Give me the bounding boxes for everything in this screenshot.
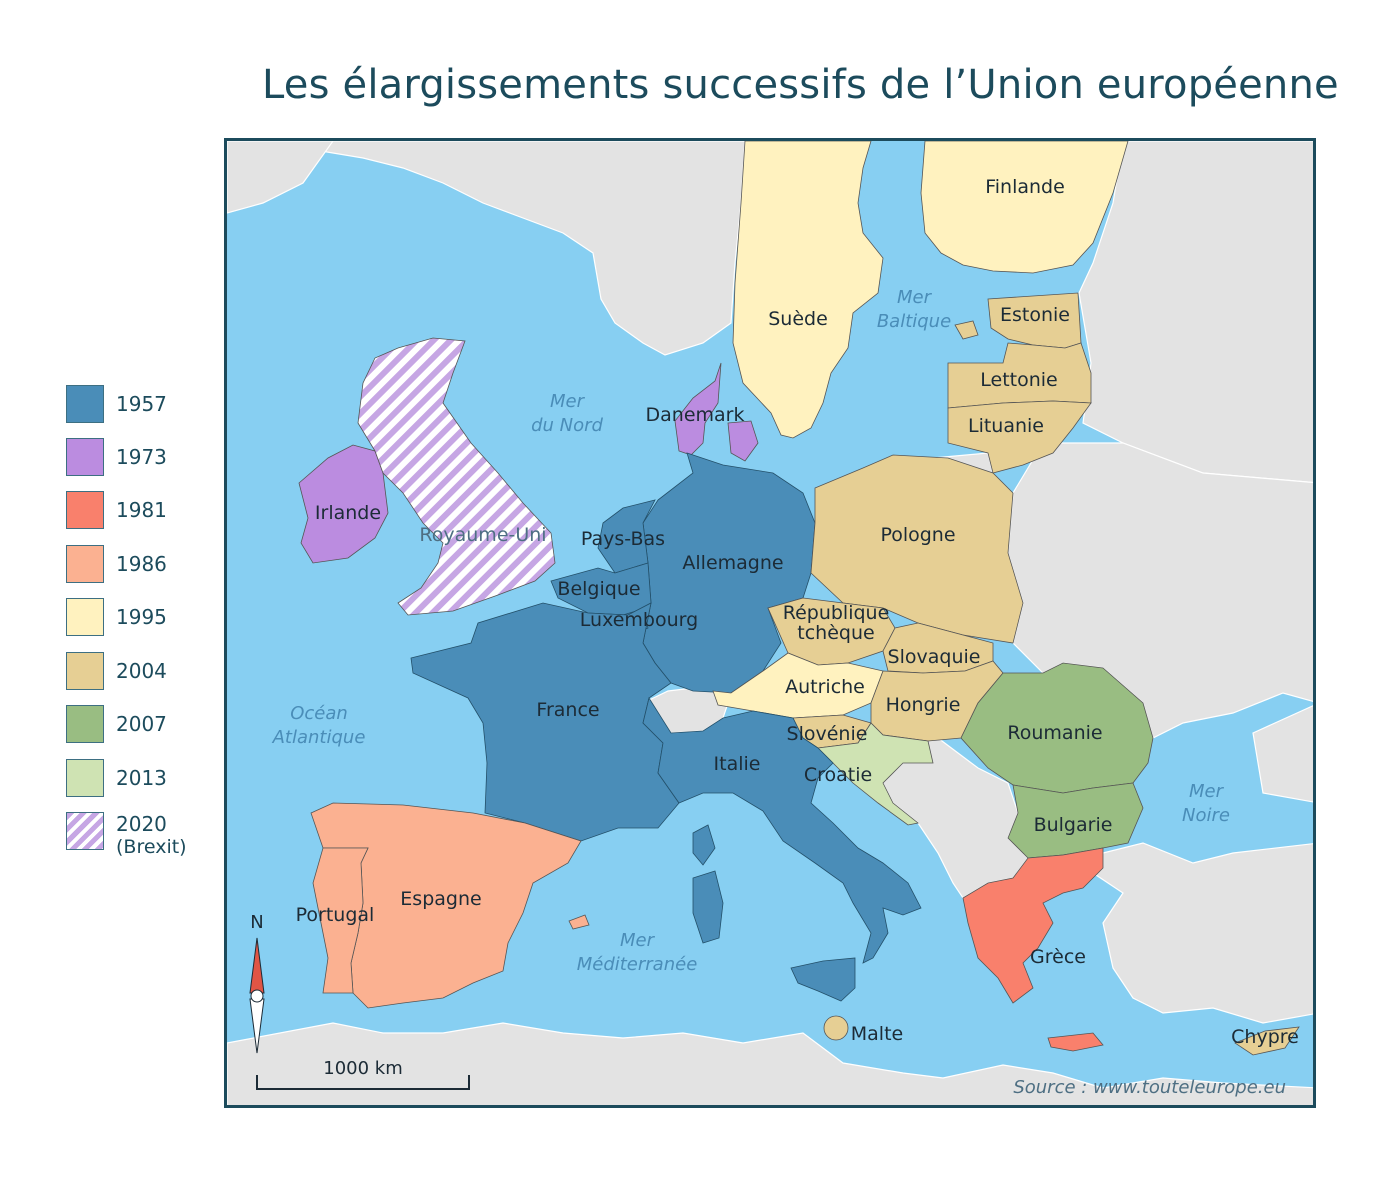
label-espagne: Espagne (400, 888, 481, 910)
legend-item-2007: 2007 (66, 705, 236, 749)
legend-label-2004: 2004 (116, 659, 167, 683)
legend-label-2020: 2020 (116, 812, 167, 836)
legend-item-2020: 2020 (Brexit) (66, 812, 236, 870)
label-grece: Grèce (1030, 946, 1086, 968)
label-lettonie: Lettonie (980, 369, 1057, 391)
legend-label-1973: 1973 (116, 445, 167, 469)
legend-label-1981: 1981 (116, 498, 167, 522)
legend-swatch-2007 (66, 705, 104, 743)
label-mer-du-nord-line1: Mer (550, 391, 586, 412)
label-chypre: Chypre (1231, 1026, 1299, 1048)
legend-swatch-1986 (66, 545, 104, 583)
label-mer-mediterranee-line1: Mer (620, 930, 656, 951)
label-italie: Italie (714, 753, 761, 775)
legend-item-2013: 2013 (66, 759, 236, 803)
label-danemark: Danemark (646, 404, 745, 426)
legend-swatch-1973 (66, 438, 104, 476)
label-mer-du-nord-line2: du Nord (531, 415, 603, 436)
compass-north-label: N (250, 912, 263, 933)
scale-label: 1000 km (323, 1058, 403, 1079)
legend-item-1995: 1995 (66, 598, 236, 642)
label-roumanie: Roumanie (1007, 722, 1102, 744)
label-republique-tcheque-line2: tchèque (797, 622, 874, 644)
label-royaume-uni: Royaume-Uni (419, 524, 546, 546)
legend-swatch-2020-hatch (66, 812, 104, 850)
label-hongrie: Hongrie (886, 694, 961, 716)
label-finlande: Finlande (985, 176, 1065, 198)
label-allemagne: Allemagne (682, 552, 783, 574)
legend-swatch-2013 (66, 759, 104, 797)
legend-label-1995: 1995 (116, 605, 167, 629)
label-portugal: Portugal (296, 904, 375, 926)
label-republique-tcheque-line1: République (783, 602, 890, 624)
legend-label-2007: 2007 (116, 712, 167, 736)
legend-swatch-1957 (66, 385, 104, 423)
source-credit: Source : www.touteleurope.eu (1013, 1077, 1286, 1098)
country-malte (824, 1016, 848, 1040)
label-estonie: Estonie (1000, 304, 1070, 326)
label-irlande: Irlande (315, 502, 381, 524)
label-mer-noire-line1: Mer (1189, 781, 1225, 802)
label-slovenie: Slovénie (787, 723, 868, 745)
label-suede: Suède (768, 308, 828, 330)
label-mer-mediterranee-line2: Méditerranée (577, 954, 698, 975)
label-bulgarie: Bulgarie (1034, 814, 1113, 836)
label-malte: Malte (851, 1023, 903, 1045)
legend-item-1981: 1981 (66, 491, 236, 535)
label-ocean-atlantique-line2: Atlantique (272, 727, 366, 748)
label-ocean-atlantique-line1: Océan (290, 703, 348, 724)
label-belgique: Belgique (557, 578, 640, 600)
label-luxembourg: Luxembourg (580, 609, 698, 631)
map-frame: Finlande Suède Estonie Lettonie Lituanie… (224, 138, 1316, 1108)
legend-label-1986: 1986 (116, 552, 167, 576)
legend-item-2004: 2004 (66, 652, 236, 696)
label-autriche: Autriche (785, 676, 865, 698)
label-lituanie: Lituanie (968, 415, 1044, 437)
label-mer-baltique-line1: Mer (897, 287, 933, 308)
legend-item-1986: 1986 (66, 545, 236, 589)
legend-label-2013: 2013 (116, 766, 167, 790)
compass-center (251, 990, 263, 1002)
label-pologne: Pologne (880, 524, 955, 546)
legend-sublabel-brexit: (Brexit) (116, 836, 187, 858)
legend-swatch-2004 (66, 652, 104, 690)
label-croatie: Croatie (804, 764, 872, 786)
label-france: France (536, 699, 599, 721)
legend-swatch-1981 (66, 491, 104, 529)
legend-item-1957: 1957 (66, 385, 236, 429)
europe-map: Finlande Suède Estonie Lettonie Lituanie… (227, 141, 1313, 1105)
legend-swatch-1995 (66, 598, 104, 636)
legend-item-1973: 1973 (66, 438, 236, 482)
label-slovaquie: Slovaquie (888, 646, 981, 668)
label-mer-baltique-line2: Baltique (877, 311, 951, 332)
label-pays-bas: Pays-Bas (581, 528, 665, 550)
map-title: Les élargissements successifs de l’Union… (262, 62, 1322, 108)
legend-label-1957: 1957 (116, 392, 167, 416)
label-mer-noire-line2: Noire (1182, 805, 1230, 826)
